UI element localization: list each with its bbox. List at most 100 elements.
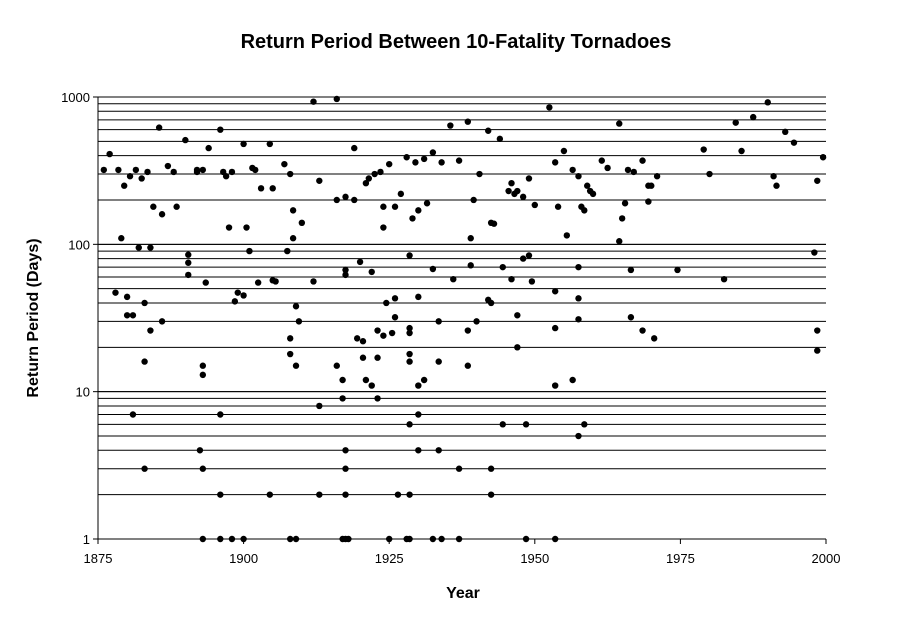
data-point xyxy=(292,535,300,543)
data-point xyxy=(415,207,422,214)
data-point xyxy=(581,421,588,428)
y-axis-label: Return Period (Days) xyxy=(25,238,42,397)
chart-title: Return Period Between 10-Fatality Tornad… xyxy=(241,31,672,53)
data-point xyxy=(115,166,122,174)
data-point xyxy=(199,465,207,472)
data-point xyxy=(473,318,480,325)
data-point xyxy=(581,207,588,214)
data-point xyxy=(415,447,422,454)
data-point xyxy=(706,170,713,178)
data-point xyxy=(123,293,131,301)
data-point xyxy=(782,128,789,136)
data-point xyxy=(225,224,233,231)
data-point xyxy=(589,190,597,198)
x-tick-label-1975: 1975 xyxy=(666,551,695,566)
data-point xyxy=(185,271,192,279)
data-point xyxy=(310,278,317,285)
data-point xyxy=(409,215,416,222)
data-point xyxy=(420,376,428,384)
data-point xyxy=(141,465,148,472)
data-point xyxy=(429,535,437,543)
data-point xyxy=(569,166,576,174)
data-point xyxy=(639,157,646,164)
data-point xyxy=(234,289,241,296)
data-point xyxy=(624,166,632,174)
data-point xyxy=(508,275,515,283)
data-point xyxy=(406,252,413,259)
data-point xyxy=(129,411,137,418)
data-point xyxy=(164,162,172,170)
data-point xyxy=(429,265,437,273)
data-point xyxy=(141,299,148,307)
data-point xyxy=(575,316,582,323)
data-point xyxy=(365,175,373,182)
data-point xyxy=(182,136,189,144)
data-point xyxy=(380,203,387,210)
data-point xyxy=(342,447,349,454)
data-point xyxy=(499,421,506,428)
data-point xyxy=(185,251,192,258)
data-point xyxy=(199,535,207,543)
data-point xyxy=(316,177,323,184)
data-point xyxy=(356,258,364,266)
data-point xyxy=(551,535,559,543)
data-point xyxy=(560,147,568,155)
data-point xyxy=(316,402,323,410)
data-point xyxy=(342,491,349,498)
data-point xyxy=(397,190,405,198)
data-point xyxy=(575,173,582,180)
data-point xyxy=(286,170,294,178)
data-point xyxy=(464,327,472,334)
data-point xyxy=(814,327,821,334)
x-tick-label-2000: 2000 xyxy=(812,551,841,566)
data-point xyxy=(100,166,108,174)
data-point xyxy=(144,168,151,176)
data-point xyxy=(391,203,399,210)
data-point xyxy=(487,465,495,472)
data-point xyxy=(700,146,707,153)
data-point xyxy=(616,120,623,127)
data-point xyxy=(627,266,635,274)
data-point xyxy=(467,262,474,269)
data-point xyxy=(470,196,477,204)
x-tick-label-1875: 1875 xyxy=(84,551,113,566)
gridlines xyxy=(98,96,826,540)
data-point xyxy=(814,347,821,354)
data-point xyxy=(438,159,445,166)
data-point xyxy=(310,98,317,105)
data-point xyxy=(464,362,472,369)
data-point xyxy=(286,535,294,543)
data-point xyxy=(199,371,207,379)
data-point xyxy=(514,344,521,351)
data-point xyxy=(435,318,442,325)
y-tick-label-1000: 1000 xyxy=(61,90,90,105)
data-point xyxy=(423,200,431,207)
data-point xyxy=(205,144,212,152)
data-point xyxy=(351,196,358,204)
data-point xyxy=(106,150,113,158)
data-point xyxy=(616,238,623,245)
data-point xyxy=(199,362,207,369)
data-point xyxy=(438,535,445,543)
data-point xyxy=(240,140,247,148)
data-point xyxy=(406,324,413,332)
data-point xyxy=(450,275,457,283)
data-point xyxy=(240,292,247,299)
data-point xyxy=(554,203,562,210)
data-point xyxy=(193,168,201,176)
data-point xyxy=(653,173,661,180)
data-point xyxy=(158,211,166,218)
data-point xyxy=(522,535,530,543)
data-point xyxy=(281,160,288,168)
x-tick-label-1950: 1950 xyxy=(520,551,549,566)
data-point xyxy=(403,154,410,161)
data-point xyxy=(362,179,370,187)
data-point xyxy=(814,177,821,184)
data-point xyxy=(406,350,413,358)
data-point xyxy=(199,166,207,174)
data-point xyxy=(412,159,419,166)
data-point xyxy=(333,362,340,369)
data-point xyxy=(359,338,367,345)
data-point xyxy=(575,295,582,302)
